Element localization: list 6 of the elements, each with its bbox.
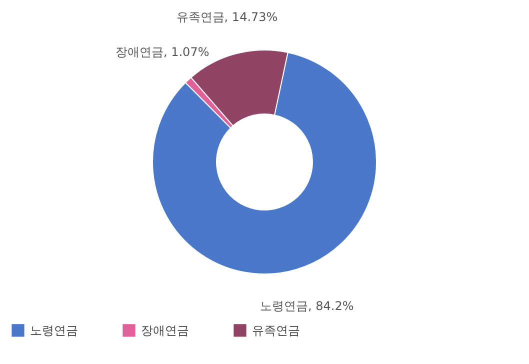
data-label: 유족연금, 14.73% (176, 10, 278, 24)
data-label: 노령연금, 84.2% (260, 298, 354, 313)
data-label: 장애연금, 1.07% (115, 45, 210, 60)
legend-label: 장애연금 (141, 323, 189, 338)
legend-label: 노령연금 (30, 323, 78, 338)
legend-label: 유족연금 (252, 323, 300, 338)
